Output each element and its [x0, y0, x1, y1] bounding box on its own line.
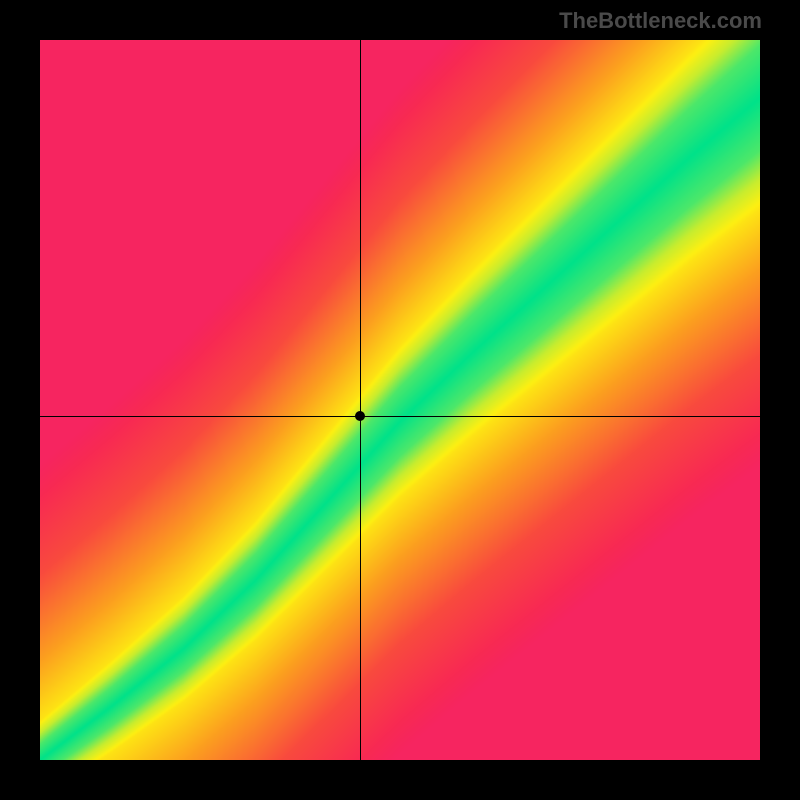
crosshair-vertical — [360, 40, 361, 760]
crosshair-marker — [355, 411, 365, 421]
heatmap-canvas — [40, 40, 760, 760]
figure-root: TheBottleneck.com — [0, 0, 800, 800]
watermark-text: TheBottleneck.com — [559, 8, 762, 34]
plot-area — [40, 40, 760, 760]
crosshair-horizontal — [40, 416, 760, 417]
